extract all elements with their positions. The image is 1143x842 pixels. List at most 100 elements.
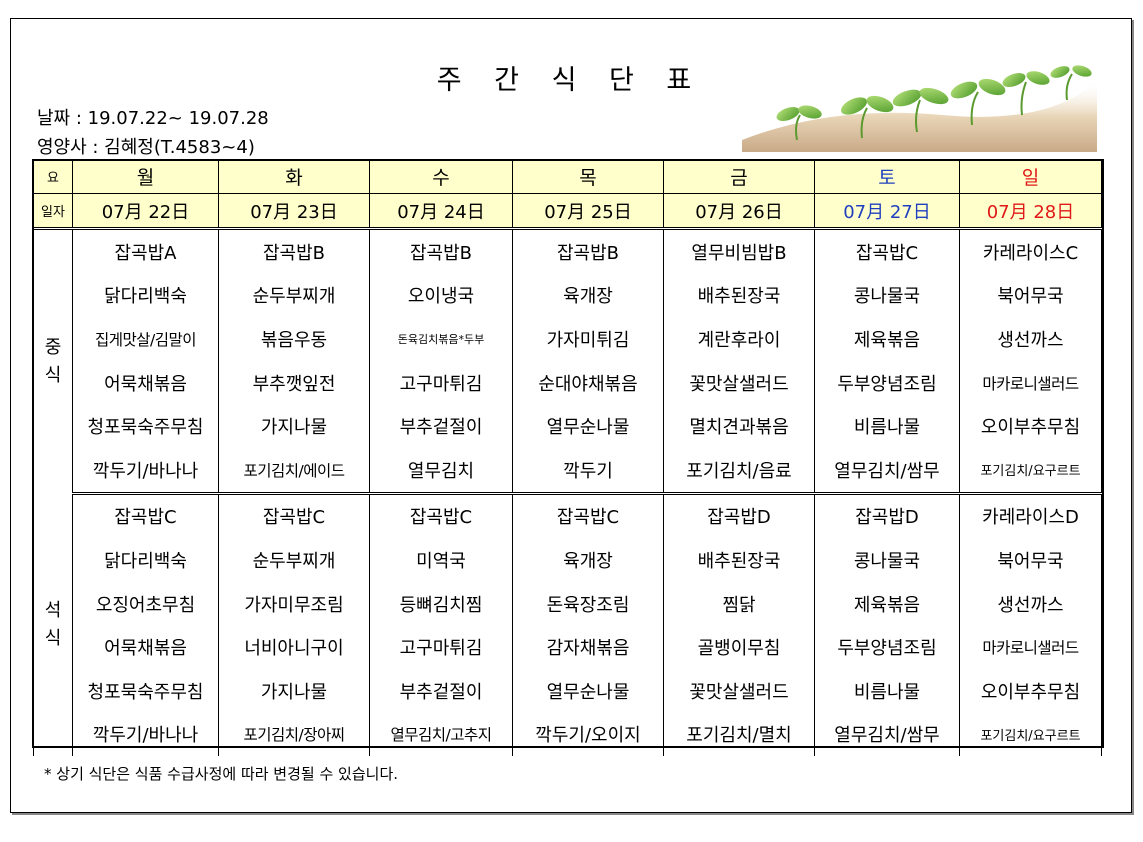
lunch-item: 청포묵숙주무침 [72, 404, 219, 448]
lunch-item: 계란후라이 [663, 317, 815, 361]
lunch-item: 깍두기/바나나 [72, 447, 219, 495]
dinner-item: 어묵채볶음 [72, 625, 219, 669]
dinner-item: 북어무국 [959, 538, 1102, 582]
dinner-item: 제육볶음 [814, 581, 960, 626]
sprouts-image [742, 65, 1097, 152]
dinner-label-char: 석 [44, 599, 62, 621]
lunch-item: 생선까스 [959, 317, 1102, 361]
dinner-item: 포기김치/장아찌 [218, 712, 370, 757]
dinner-item: 비름나물 [814, 668, 960, 713]
lunch-item: 오이냉국 [369, 273, 513, 318]
day-wed: 수 [369, 160, 513, 194]
weekday-row: 요 월 화 수 목 금 토 일 [33, 160, 1102, 194]
dinner-item: 오이부추무침 [959, 668, 1102, 713]
lunch-row: 깍두기/바나나 포기김치/에이드 열무김치 깍두기 포기김치/음료 열무김치/쌈… [34, 447, 1102, 495]
lunch-item: 포기김치/에이드 [218, 447, 370, 495]
dinner-item: 너비아니구이 [218, 625, 370, 669]
dinner-row: 석 식 잡곡밥C 잡곡밥C 잡곡밥C 잡곡밥C 잡곡밥D 잡곡밥D 카레라이스D [33, 493, 1102, 757]
dinner-item: 가자미무조림 [218, 581, 370, 626]
dinner-item: 열무김치/고추지 [369, 712, 513, 757]
dinner-item: 포기김치/멸치 [663, 712, 815, 757]
date-thu: 07月 25日 [512, 193, 664, 230]
lunch-item: 북어무국 [959, 273, 1102, 318]
lunch-item: 잡곡밥B [369, 228, 513, 274]
weekly-menu-table: 요 월 화 수 목 금 토 일 일자 07月 22日 07月 23日 07月 2… [33, 160, 1102, 757]
lunch-item: 카레라이스C [959, 228, 1102, 274]
lunch-item: 오이부추무침 [959, 404, 1102, 448]
lunch-item: 마카로니샐러드 [959, 360, 1102, 405]
lunch-item: 멸치견과볶음 [663, 404, 815, 448]
lunch-row: 닭다리백숙 순두부찌개 오이냉국 육개장 배추된장국 콩나물국 북어무국 [34, 273, 1102, 318]
lunch-label-char: 중 [44, 336, 62, 358]
dinner-item: 카레라이스D [959, 493, 1102, 539]
lunch-item: 잡곡밥C [814, 228, 960, 274]
dinner-item: 등뼈김치찜 [369, 581, 513, 626]
lunch-item: 가지나물 [218, 404, 370, 448]
dinner-row: 닭다리백숙 순두부찌개 미역국 육개장 배추된장국 콩나물국 북어무국 [34, 538, 1102, 582]
lunch-item: 비름나물 [814, 404, 960, 448]
day-label: 요 [33, 160, 73, 194]
lunch-item: 육개장 [512, 273, 664, 318]
dinner-item: 생선까스 [959, 581, 1102, 626]
dinner-row: 오징어초무침 가자미무조림 등뼈김치찜 돈육장조림 찜닭 제육볶음 생선까스 [34, 581, 1102, 626]
dinner-item: 배추된장국 [663, 538, 815, 582]
date-range: 날짜 : 19.07.22~ 19.07.28 [37, 108, 269, 129]
footnote: * 상기 식단은 식품 수급사정에 따라 변경될 수 있습니다. [44, 765, 399, 783]
lunch-item: 잡곡밥A [72, 228, 219, 274]
dinner-item: 마카로니샐러드 [959, 625, 1102, 669]
nutritionist-info: 영양사 : 김혜정(T.4583~4) [37, 137, 255, 158]
day-fri: 금 [663, 160, 815, 194]
lunch-label-char: 식 [44, 364, 62, 386]
dinner-item: 잡곡밥C [369, 493, 513, 539]
lunch-item: 순두부찌개 [218, 273, 370, 318]
lunch-row: 어묵채볶음 부추깻잎전 고구마튀김 순대야채볶음 꽃맛살샐러드 두부양념조림 마… [34, 360, 1102, 405]
dinner-item: 육개장 [512, 538, 664, 582]
date-sat: 07月 27日 [814, 193, 960, 230]
date-fri: 07月 26日 [663, 193, 815, 230]
lunch-item: 꽃맛살샐러드 [663, 360, 815, 405]
lunch-item: 깍두기 [512, 447, 664, 495]
dinner-item: 깍두기/바나나 [72, 712, 219, 757]
lunch-row: 청포묵숙주무침 가지나물 부추겉절이 열무순나물 멸치견과볶음 비름나물 오이부… [34, 404, 1102, 448]
dinner-item: 잡곡밥C [72, 493, 219, 539]
lunch-item: 돈육김치볶음*두부 [369, 317, 513, 361]
lunch-item: 잡곡밥B [218, 228, 370, 274]
dinner-item: 꽃맛살샐러드 [663, 668, 815, 713]
dinner-section-label: 석 식 [33, 493, 73, 757]
lunch-item: 열무김치 [369, 447, 513, 495]
dinner-item: 청포묵숙주무침 [72, 668, 219, 713]
dinner-item: 잡곡밥C [218, 493, 370, 539]
dinner-item: 오징어초무침 [72, 581, 219, 626]
lunch-item: 포기김치/요구르트 [959, 447, 1102, 495]
day-sun: 일 [959, 160, 1102, 194]
lunch-item: 닭다리백숙 [72, 273, 219, 318]
date-wed: 07月 24日 [369, 193, 513, 230]
lunch-item: 볶음우동 [218, 317, 370, 361]
day-mon: 월 [72, 160, 219, 194]
lunch-item: 어묵채볶음 [72, 360, 219, 405]
lunch-item: 순대야채볶음 [512, 360, 664, 405]
lunch-item: 집게맛살/김말이 [72, 317, 219, 361]
lunch-row: 중 식 잡곡밥A 잡곡밥B 잡곡밥B 잡곡밥B 열무비빔밥B 잡곡밥C 카레라이… [33, 228, 1102, 494]
dinner-item: 열무순나물 [512, 668, 664, 713]
date-mon: 07月 22日 [72, 193, 219, 230]
lunch-item: 열무김치/쌈무 [814, 447, 960, 495]
dinner-label-char: 식 [44, 627, 62, 649]
page-title: 주 간 식 단 표 [436, 65, 704, 96]
dinner-item: 고구마튀김 [369, 625, 513, 669]
lunch-item: 열무순나물 [512, 404, 664, 448]
dinner-item: 닭다리백숙 [72, 538, 219, 582]
dinner-item: 감자채볶음 [512, 625, 664, 669]
lunch-item: 부추깻잎전 [218, 360, 370, 405]
dinner-item: 잡곡밥C [512, 493, 664, 539]
lunch-item: 제육볶음 [814, 317, 960, 361]
lunch-row: 집게맛살/김말이 볶음우동 돈육김치볶음*두부 가자미튀김 계란후라이 제육볶음… [34, 317, 1102, 361]
date-row: 일자 07月 22日 07月 23日 07月 24日 07月 25日 07月 2… [33, 193, 1102, 230]
dinner-item: 두부양념조림 [814, 625, 960, 669]
dinner-item: 잡곡밥D [814, 493, 960, 539]
day-thu: 목 [512, 160, 664, 194]
lunch-item: 고구마튀김 [369, 360, 513, 405]
dinner-item: 순두부찌개 [218, 538, 370, 582]
date-sun: 07月 28日 [959, 193, 1102, 230]
dinner-item: 깍두기/오이지 [512, 712, 664, 757]
